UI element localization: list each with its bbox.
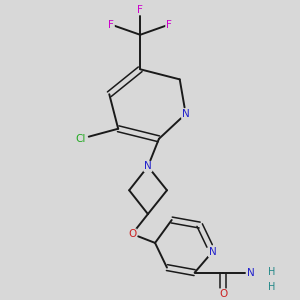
Text: Cl: Cl bbox=[76, 134, 86, 144]
Text: H: H bbox=[268, 267, 276, 277]
Text: N: N bbox=[144, 161, 152, 172]
Text: N: N bbox=[208, 247, 216, 257]
Text: F: F bbox=[108, 20, 114, 30]
Text: F: F bbox=[166, 20, 172, 30]
Text: N: N bbox=[247, 268, 255, 278]
Text: O: O bbox=[219, 289, 228, 299]
Text: O: O bbox=[128, 229, 136, 239]
Text: N: N bbox=[182, 109, 190, 119]
Text: F: F bbox=[137, 5, 143, 15]
Text: H: H bbox=[268, 282, 276, 292]
